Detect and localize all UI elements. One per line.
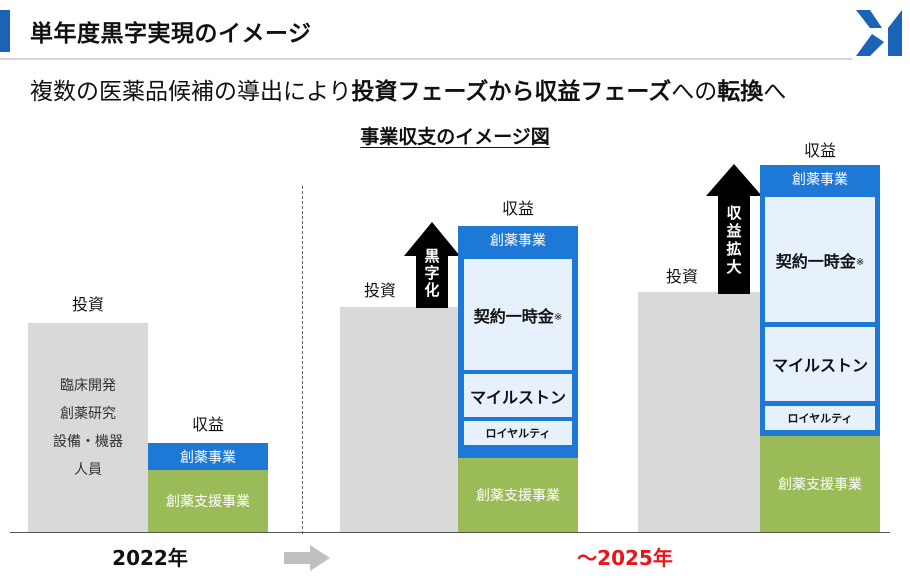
- subtitle-emphasis: 転換: [717, 79, 764, 105]
- invest-label-2022: 投資: [71, 295, 104, 314]
- footnote-mark: ※: [855, 257, 865, 268]
- drug-discovery-label-2025: 創薬事業: [792, 172, 848, 188]
- support-bar-2025: 創薬支援事業: [760, 436, 880, 532]
- invest-item: 設備・機器: [53, 434, 123, 450]
- invest-bar-mid: [340, 307, 458, 532]
- milestone-panel-mid: マイルストン: [464, 374, 572, 417]
- milestone-panel-2025: マイルストン: [765, 327, 875, 401]
- page-title: 単年度黒字実現のイメージ: [30, 21, 312, 47]
- upfront-panel-mid: 契約一時金 ※: [464, 259, 572, 370]
- royalty-panel-2025: ロイヤルティ: [765, 406, 875, 430]
- support-bar-2022: 創薬支援事業: [148, 470, 268, 532]
- invest-bar-2025: [638, 292, 760, 532]
- invest-item: 人員: [74, 462, 102, 478]
- company-logo-icon: [852, 6, 906, 60]
- header-rule: [0, 58, 852, 60]
- footnote-mark: ※: [553, 312, 563, 323]
- invest-label-2025: 投資: [665, 267, 698, 286]
- invest-items-2022: 臨床開発 創薬研究 設備・機器 人員: [28, 372, 148, 484]
- subtitle-part: への: [671, 79, 718, 105]
- baseline: [10, 532, 890, 533]
- revenue-label-2022: 収益: [191, 415, 224, 434]
- subtitle-part: へ: [763, 79, 787, 105]
- upfront-label: 契約一時金: [775, 251, 856, 271]
- drug-discovery-bar-2022: 創薬事業: [148, 443, 268, 470]
- subtitle-emphasis: 投資フェーズから収益フェーズ: [351, 79, 672, 105]
- subtitle: 複数の医薬品候補の導出により投資フェーズから収益フェーズへの転換へ: [30, 72, 786, 106]
- upfront-panel-2025: 契約一時金 ※: [765, 197, 875, 322]
- royalty-panel-mid: ロイヤルティ: [464, 421, 572, 445]
- arrow-label-2025: 収益拡大: [726, 204, 742, 276]
- period-divider: [302, 186, 303, 534]
- revenue-label-mid: 収益: [501, 199, 534, 218]
- drug-discovery-label-mid: 創薬事業: [490, 233, 546, 249]
- support-bar-mid: 創薬支援事業: [458, 458, 578, 532]
- upfront-label: 契約一時金: [473, 306, 554, 326]
- invest-bar-2022: [28, 323, 148, 532]
- right-arrow-icon: [284, 545, 330, 571]
- year-end: ～2025年: [577, 545, 673, 570]
- up-arrow-icon: [404, 222, 460, 308]
- year-start: 2022年: [112, 545, 188, 570]
- invest-item: 創薬研究: [60, 406, 116, 422]
- invest-item: 臨床開発: [60, 378, 116, 394]
- figure-title: 事業収支のイメージ図: [360, 126, 550, 148]
- invest-label-mid: 投資: [363, 281, 396, 300]
- up-arrow-icon: [706, 164, 762, 294]
- subtitle-part: 複数の医薬品候補の導出により: [30, 79, 352, 105]
- header-accent-bar: [0, 10, 10, 52]
- revenue-label-2025: 収益: [803, 141, 836, 160]
- arrow-label-mid: 黒字化: [424, 247, 440, 299]
